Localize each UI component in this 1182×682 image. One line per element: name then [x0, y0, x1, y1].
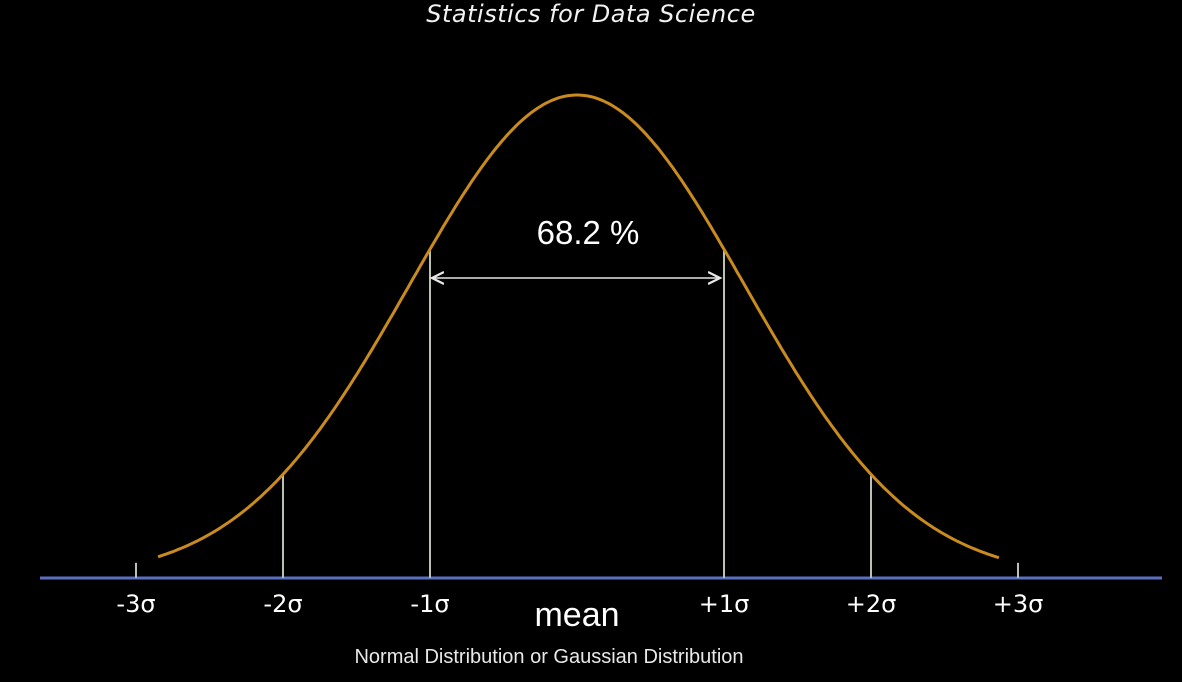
sigma-tick-label: -2σ [263, 590, 303, 618]
sigma-tick-label: +3σ [992, 590, 1044, 618]
percent-label: 68.2 % [536, 214, 640, 251]
sigma-tick-label: +1σ [698, 590, 750, 618]
sigma-tick-label: -3σ [116, 590, 156, 618]
mean-label: mean [534, 596, 620, 634]
diagram-caption: Normal Distribution or Gaussian Distribu… [354, 646, 744, 668]
sigma-tick-label: +2σ [845, 590, 897, 618]
slide-title: Statistics for Data Science [426, 0, 756, 28]
bell-curve [157, 93, 1000, 560]
sigma-tick-label: -1σ [410, 590, 450, 618]
